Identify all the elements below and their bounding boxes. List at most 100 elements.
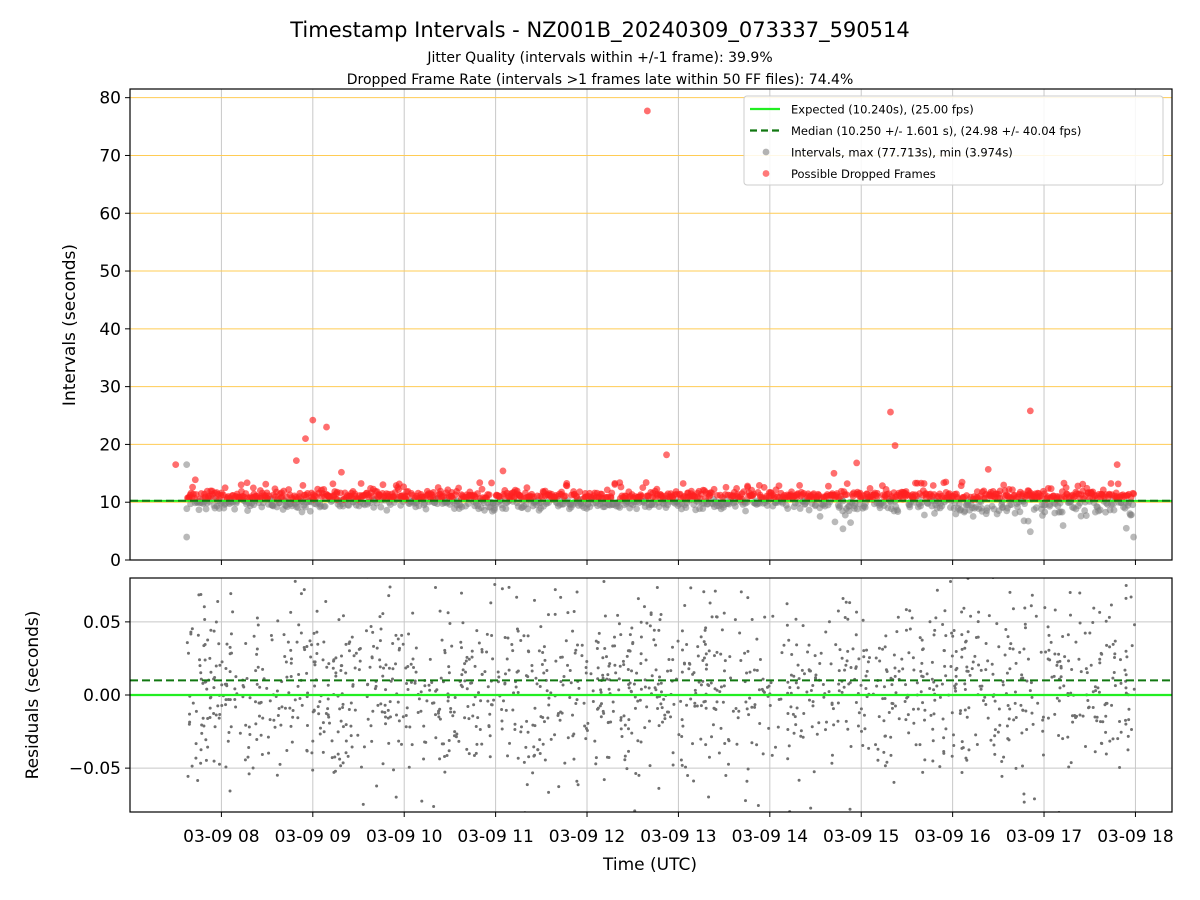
- residual-point: [795, 706, 799, 710]
- residual-point: [199, 761, 203, 765]
- residual-point: [793, 715, 797, 719]
- residual-point: [354, 651, 358, 655]
- residual-point: [892, 653, 896, 657]
- residual-point: [286, 640, 290, 644]
- residuals-yticks: 0.05 0.00 −0.05: [69, 613, 130, 779]
- residual-point: [967, 748, 971, 752]
- residual-point: [904, 718, 908, 722]
- residual-point: [1124, 718, 1128, 722]
- residual-point: [201, 716, 205, 720]
- residual-point: [400, 633, 404, 637]
- residual-point: [411, 657, 415, 661]
- residual-point: [984, 668, 988, 672]
- residual-point: [1069, 761, 1073, 765]
- residual-point: [405, 682, 409, 686]
- residual-point: [293, 698, 297, 702]
- residual-point: [1129, 595, 1133, 599]
- ytick-label: 30: [99, 378, 121, 398]
- residual-point: [348, 640, 352, 644]
- residual-point: [755, 743, 759, 747]
- residual-point: [601, 676, 605, 680]
- residual-point: [799, 734, 803, 738]
- residual-point: [1057, 652, 1061, 656]
- dropped-frame-point: [722, 483, 730, 491]
- residual-point: [549, 737, 553, 741]
- residual-point: [420, 799, 424, 803]
- residual-point: [1022, 647, 1026, 651]
- residual-point: [1074, 716, 1078, 720]
- residual-point: [993, 752, 997, 756]
- residual-point: [954, 674, 958, 678]
- residual-point: [788, 686, 792, 690]
- residual-point: [282, 633, 286, 637]
- residual-point: [856, 724, 860, 728]
- residual-point: [883, 697, 887, 701]
- residual-point: [1023, 606, 1027, 610]
- residual-point: [631, 642, 635, 646]
- residual-point: [1070, 668, 1074, 672]
- residual-point: [890, 683, 894, 687]
- residual-point: [599, 688, 603, 692]
- dropped-frame-point: [775, 482, 783, 490]
- residual-point: [893, 704, 897, 708]
- residual-point: [923, 758, 927, 762]
- residual-point: [436, 711, 440, 715]
- residual-point: [893, 674, 897, 678]
- residual-point: [597, 631, 601, 635]
- residual-point: [859, 683, 863, 687]
- residual-point: [848, 601, 852, 605]
- residual-point: [908, 609, 912, 613]
- residual-point: [545, 668, 549, 672]
- residual-point: [434, 585, 438, 589]
- residual-point: [584, 727, 588, 731]
- residual-point: [1109, 603, 1113, 607]
- residual-point: [571, 713, 575, 717]
- residual-point: [619, 633, 623, 637]
- residual-point: [379, 702, 383, 706]
- residual-point: [326, 697, 330, 701]
- dropped-frame-point: [243, 479, 251, 487]
- residual-point: [491, 657, 495, 661]
- residual-point: [425, 699, 429, 703]
- residual-point: [358, 659, 362, 663]
- residual-point: [256, 623, 260, 627]
- residual-point: [596, 640, 600, 644]
- residual-point: [701, 659, 705, 663]
- dropped-frame-point: [710, 485, 718, 493]
- residual-point: [562, 675, 566, 679]
- residual-point: [638, 698, 642, 702]
- dropped-frame-point: [576, 488, 584, 496]
- residual-point: [1100, 742, 1104, 746]
- residual-point: [837, 689, 841, 693]
- residual-point: [950, 654, 954, 658]
- residual-point: [991, 672, 995, 676]
- residual-point: [188, 720, 192, 724]
- residual-point: [353, 708, 357, 712]
- residual-point: [325, 665, 329, 669]
- dropped-frame-point: [639, 484, 647, 492]
- residual-point: [963, 708, 967, 712]
- residual-point: [669, 715, 673, 719]
- residual-point: [596, 666, 600, 670]
- residual-point: [625, 654, 629, 658]
- ytick-label: 20: [99, 435, 121, 455]
- residual-point: [539, 625, 543, 629]
- residual-point: [1046, 625, 1050, 629]
- residual-point: [387, 666, 391, 670]
- residual-point: [256, 665, 260, 669]
- residual-point: [296, 716, 300, 720]
- residual-point: [809, 689, 813, 693]
- residual-point: [1132, 687, 1136, 691]
- residual-point: [407, 765, 411, 769]
- residual-point: [212, 686, 216, 690]
- residual-point: [713, 687, 717, 691]
- residual-point: [984, 642, 988, 646]
- residual-point: [449, 707, 453, 711]
- residual-point: [212, 712, 216, 716]
- dropped-frame-point: [430, 488, 437, 496]
- residual-point: [574, 702, 578, 706]
- residual-point: [413, 679, 417, 683]
- residual-point: [526, 730, 530, 734]
- residual-point: [857, 711, 861, 715]
- residual-point: [525, 783, 529, 787]
